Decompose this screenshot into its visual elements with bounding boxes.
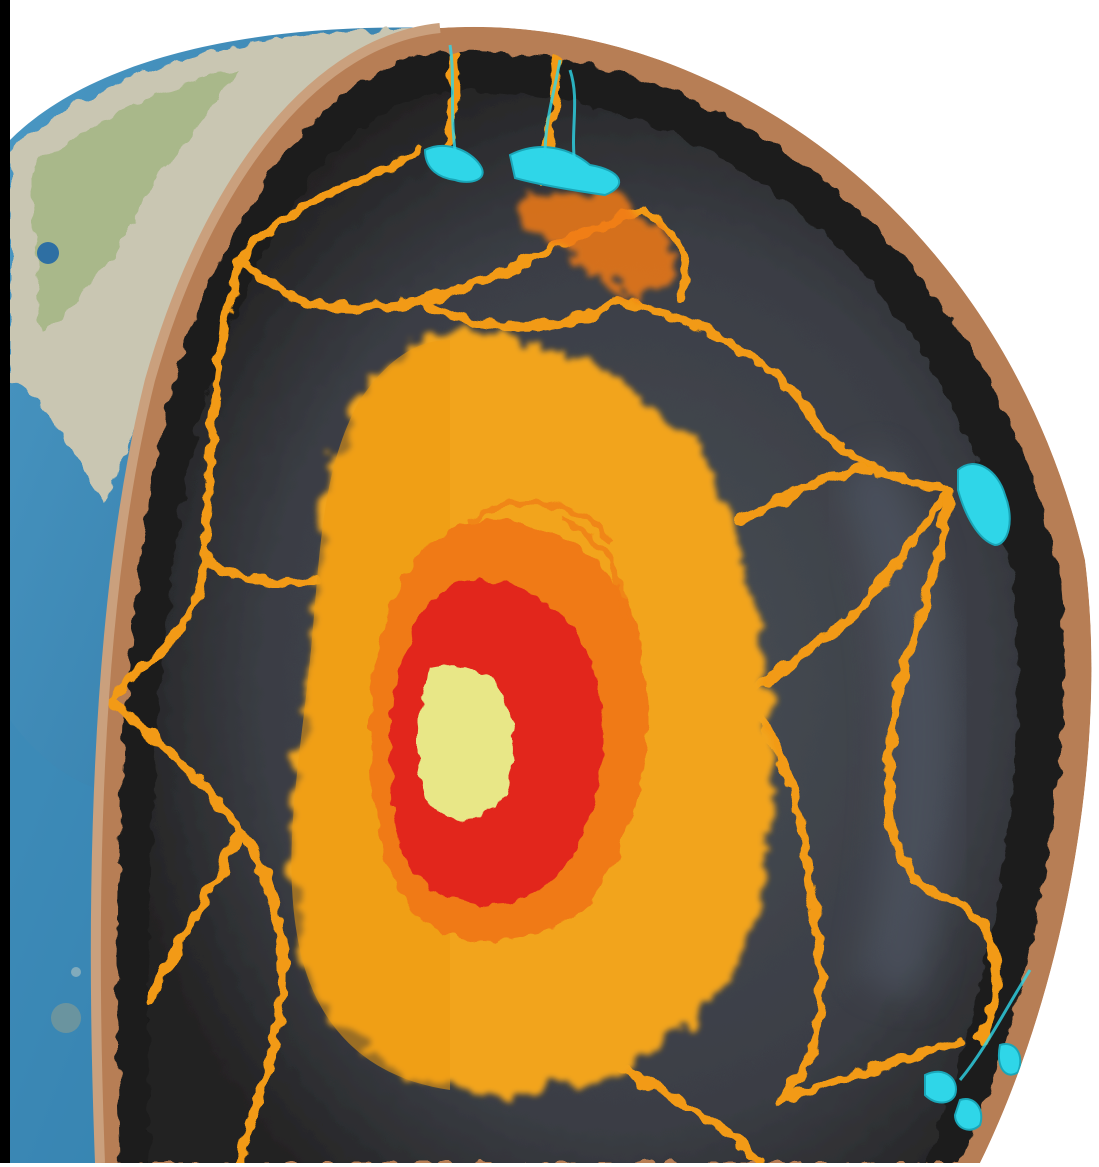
inner-core-center	[418, 665, 514, 820]
slab-top-center	[508, 146, 620, 197]
plume-channel	[200, 555, 325, 589]
continent-vegetation	[30, 70, 240, 330]
plume-channel	[235, 825, 288, 1164]
core-veins	[468, 499, 628, 621]
plume-channel	[235, 205, 690, 313]
lake-spot	[37, 242, 59, 264]
slab-trace	[448, 44, 457, 151]
shelf-highlight	[10, 720, 100, 1163]
cut-plane-edge	[90, 23, 441, 1164]
plume-channel	[105, 145, 425, 705]
slab-right	[957, 463, 1011, 547]
slab-bottom-right-2	[953, 1098, 983, 1131]
subducted-slabs	[423, 145, 1022, 1131]
plume-channel	[883, 485, 1002, 1045]
slab-trace	[958, 969, 1032, 1081]
plume-head-top	[520, 190, 677, 293]
plume-channel	[735, 685, 826, 1105]
plume-network	[105, 50, 1002, 1164]
slab-traces	[448, 44, 1032, 1081]
plume-channel	[775, 1035, 965, 1105]
plume-channel	[735, 465, 875, 525]
slab-bottom-right-3	[997, 1043, 1022, 1076]
frame-edge	[0, 0, 10, 1163]
slab-trace	[568, 69, 577, 166]
slab-trace	[543, 59, 562, 156]
slab-bottom-right	[924, 1070, 957, 1104]
